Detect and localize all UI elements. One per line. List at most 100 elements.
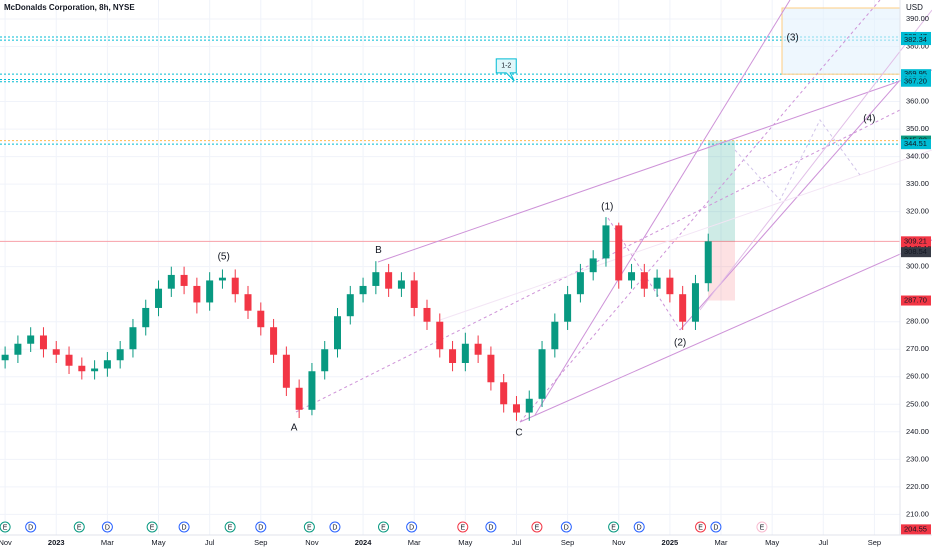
candle-body xyxy=(282,354,290,388)
candle-body xyxy=(512,404,520,413)
x-tick-label: May xyxy=(151,538,165,547)
price-label: 367.20 xyxy=(904,77,927,86)
candle-body xyxy=(461,343,469,363)
y-tick-label: 300.00 xyxy=(906,262,929,271)
candle-body xyxy=(193,285,201,303)
x-tick-label: Mar xyxy=(715,538,728,547)
event-letter: E xyxy=(3,524,8,531)
fan-line xyxy=(699,9,932,311)
y-tick-label: 230.00 xyxy=(906,454,929,463)
candle-body xyxy=(142,307,150,328)
candle-body xyxy=(295,387,303,410)
event-icon xyxy=(255,521,267,533)
axes: 210.00 220.00 230.00 240.00 250.00 260.00 270.… xyxy=(0,14,931,547)
x-tick-label: Nov xyxy=(0,538,12,547)
event-letter: D xyxy=(332,524,337,531)
y-tick-label: 210.00 xyxy=(906,509,929,518)
candle-body xyxy=(423,307,431,322)
candle-body xyxy=(103,360,111,369)
candle-body xyxy=(500,382,508,405)
callout-box xyxy=(495,58,517,82)
price-label-box xyxy=(901,524,931,535)
candle-body xyxy=(244,294,252,311)
price-label: 369.95 xyxy=(904,69,927,78)
event-icon xyxy=(73,521,85,533)
pitchfork-line xyxy=(519,239,932,423)
candle-body xyxy=(78,365,86,372)
y-tick-label: 360.00 xyxy=(906,97,929,106)
event-icon xyxy=(0,521,11,533)
x-tick-label: 2024 xyxy=(355,538,373,547)
candle-body xyxy=(257,310,265,328)
wave-label: (1) xyxy=(601,201,613,212)
price-label: 344.51 xyxy=(904,139,927,148)
event-letter: D xyxy=(258,524,263,531)
loss-zone xyxy=(708,241,735,301)
y-tick-label: 350.00 xyxy=(906,124,929,133)
candle-body xyxy=(65,354,73,366)
candle-body xyxy=(308,371,316,410)
event-icon xyxy=(101,521,113,533)
event-icon xyxy=(224,521,236,533)
candle-body xyxy=(14,343,22,355)
candle-body xyxy=(691,283,699,322)
candle-body xyxy=(334,316,341,350)
y-tick-label: 240.00 xyxy=(906,427,929,436)
x-tick-label: Sep xyxy=(868,538,881,547)
candle-body xyxy=(1,354,9,361)
event-letter: E xyxy=(760,524,765,531)
y-tick-label: 390.00 xyxy=(906,14,929,23)
event-letter: E xyxy=(228,524,233,531)
wave-label: B xyxy=(375,245,382,256)
grid xyxy=(0,0,901,535)
candle-body xyxy=(640,272,648,289)
y-tick-label: 330.00 xyxy=(906,179,929,188)
candle-body xyxy=(321,349,329,372)
event-letter: E xyxy=(611,524,616,531)
candle-body xyxy=(653,277,661,289)
x-tick-label: Jul xyxy=(205,538,215,547)
event-icon xyxy=(457,521,469,533)
candle-body xyxy=(359,285,367,295)
candle-body xyxy=(346,294,354,317)
candle-body xyxy=(372,272,380,286)
candle-body xyxy=(474,343,482,355)
candle-body xyxy=(602,225,610,259)
event-letter: E xyxy=(77,524,82,531)
fan-line xyxy=(519,0,881,423)
wave-label: (3) xyxy=(786,33,798,44)
x-tick-label: May xyxy=(458,538,472,547)
plot: (5) B A C (1) (2) (3) (4) 1-2 xyxy=(1,33,875,438)
candle-body xyxy=(615,225,623,281)
wave-label: (2) xyxy=(674,337,686,348)
event-letter: D xyxy=(28,524,33,531)
event-letter: E xyxy=(150,524,155,531)
pitchfork-median xyxy=(295,109,901,413)
candle-body xyxy=(487,354,495,383)
x-tick-label: Nov xyxy=(612,538,626,547)
x-tick-label: Jul xyxy=(512,538,522,547)
callout-label: 1-2 xyxy=(501,63,511,70)
candle-body xyxy=(449,349,457,363)
candle-body xyxy=(397,280,405,289)
candle-body xyxy=(91,368,99,372)
x-tick-label: Mar xyxy=(408,538,421,547)
candle-body xyxy=(231,277,239,295)
candle-body xyxy=(27,335,35,344)
candle-body xyxy=(39,335,47,350)
y-tick-label: 220.00 xyxy=(906,482,929,491)
event-icon xyxy=(303,521,315,533)
wave-label: A xyxy=(291,422,298,433)
event-icon xyxy=(25,521,37,533)
candle-body xyxy=(206,280,214,303)
price-label-box xyxy=(901,247,931,258)
candle-body xyxy=(218,277,226,281)
wave3-zone xyxy=(781,7,901,75)
event-letter: D xyxy=(713,524,718,531)
event-letter: D xyxy=(488,524,493,531)
y-tick-label: 260.00 xyxy=(906,372,929,381)
event-icon xyxy=(633,521,645,533)
